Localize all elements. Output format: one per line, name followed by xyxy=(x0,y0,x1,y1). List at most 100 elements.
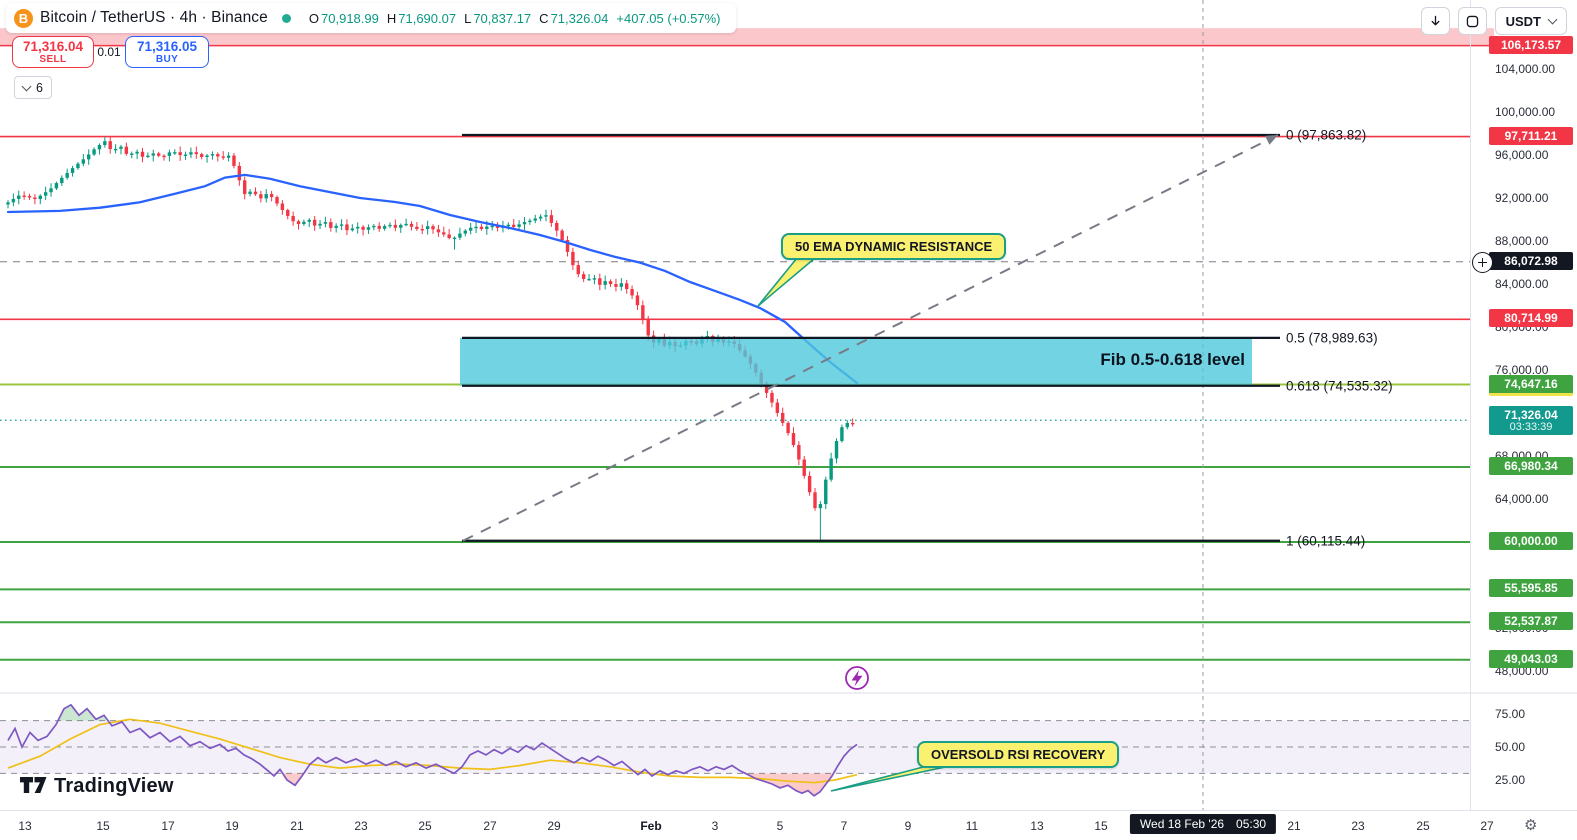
price-axis-tick: 92,000.00 xyxy=(1495,191,1549,205)
close-value: 71,326.04 xyxy=(550,10,609,26)
time-axis-tick: 11 xyxy=(965,819,979,833)
time-axis-tick: 21 xyxy=(290,819,304,833)
price-axis-tick: 88,000.00 xyxy=(1495,234,1549,248)
rsi-line xyxy=(7,703,858,797)
time-axis-tick: 13 xyxy=(1030,819,1044,833)
buy-button[interactable]: 71,316.05 BUY xyxy=(125,36,209,68)
fullscreen-icon xyxy=(1466,15,1478,27)
price-level-chip: 60,000.00 xyxy=(1489,532,1573,550)
bitcoin-logo-icon: B xyxy=(14,8,33,28)
fib-level-label: 0.618 (74,535.32) xyxy=(1286,378,1393,394)
time-axis-tick: 23 xyxy=(354,819,368,833)
time-axis-tick: 27 xyxy=(1480,819,1494,833)
high-value: 71,690.07 xyxy=(398,10,457,26)
crosshair-price-chip: 86,072.98 xyxy=(1489,251,1573,270)
currency-select[interactable]: USDT xyxy=(1494,7,1567,35)
rsi-axis-tick: 25.00 xyxy=(1495,773,1526,787)
close-label: C xyxy=(539,10,549,26)
flash-event-icon xyxy=(845,666,869,690)
time-axis-tick: Feb xyxy=(640,819,662,833)
current-price-value: 71,326.04 xyxy=(1504,408,1558,423)
rsi-callout[interactable]: OVERSOLD RSI RECOVERY xyxy=(917,741,1120,768)
object-tree-chip[interactable]: 6 xyxy=(14,76,52,99)
time-axis-tick: 21 xyxy=(1287,819,1301,833)
sell-label: SELL xyxy=(39,54,67,65)
tradingview-logo-icon xyxy=(20,777,47,793)
object-count: 6 xyxy=(36,80,43,95)
ema-callout-tail xyxy=(757,257,818,307)
time-axis-tick: 23 xyxy=(1351,819,1365,833)
price-level-chip: 52,537.87 xyxy=(1489,612,1573,631)
price-axis-tick: 76,000.00 xyxy=(1495,363,1549,377)
open-value: 70,918.99 xyxy=(321,10,379,26)
fib-level-label: 1 (60,115.44) xyxy=(1286,533,1366,549)
rsi-axis-tick: 50.00 xyxy=(1495,740,1526,754)
crosshair-date: Wed 18 Feb '26 xyxy=(1139,817,1225,831)
time-axis-tick: 15 xyxy=(1094,819,1108,833)
price-axis-tick: 64,000.00 xyxy=(1495,492,1549,506)
ema-line xyxy=(6,173,859,385)
symbol-title[interactable]: Bitcoin / TetherUS · 4h · Binance xyxy=(40,9,268,26)
price-level-chip: 74,647.16 xyxy=(1489,374,1573,396)
spread-value: 0.01 xyxy=(97,45,121,59)
buy-label: BUY xyxy=(155,54,179,65)
symbol-toolbar[interactable]: B Bitcoin / TetherUS · 4h · Binance O 70,… xyxy=(6,3,737,33)
chevron-down-icon xyxy=(21,81,32,91)
download-icon xyxy=(1431,15,1440,25)
ohlc-readout: O 70,918.99 H 71,690.07 L 70,837.17 C 71,326… xyxy=(301,11,721,26)
add-alert-plus-icon[interactable] xyxy=(1472,252,1493,273)
time-axis-tick: 29 xyxy=(547,819,561,833)
sell-price: 71,316.04 xyxy=(22,39,84,54)
tradingview-logo[interactable]: TradingView xyxy=(20,775,174,798)
gear-icon[interactable]: ⚙ xyxy=(1524,817,1538,834)
fib-zone-label[interactable]: Fib 0.5-0.618 level xyxy=(1100,350,1245,369)
price-axis-border xyxy=(1470,0,1471,810)
price-level-chip: 66,980.34 xyxy=(1489,457,1573,475)
time-axis-tick: 9 xyxy=(904,819,912,833)
change-value: +407.05 (+0.57%) xyxy=(616,10,721,26)
time-axis-tick: 17 xyxy=(161,819,175,833)
currency-value: USDT xyxy=(1505,13,1541,29)
time-axis-tick: 25 xyxy=(1416,819,1430,833)
crosshair-time-badge: Wed 18 Feb '26 05:30 xyxy=(1129,814,1277,834)
bar-countdown: 03:33:39 xyxy=(1509,421,1553,434)
time-axis-tick: 15 xyxy=(96,819,110,833)
ema-callout[interactable]: 50 EMA DYNAMIC RESISTANCE xyxy=(781,233,1007,260)
low-value: 70,837.17 xyxy=(473,10,532,26)
buy-price: 71,316.05 xyxy=(136,39,198,54)
time-axis-tick: 27 xyxy=(483,819,497,833)
chevron-down-icon xyxy=(1547,14,1558,25)
open-label: O xyxy=(308,10,320,26)
time-axis-tick: 25 xyxy=(418,819,432,833)
fullscreen-button[interactable] xyxy=(1457,7,1487,35)
time-axis[interactable]: 13 15 17 19 21 23 25 27 29 Feb 3 5 7 9 11 13 15 21 23 25 27 … xyxy=(0,810,1577,840)
market-status-dot xyxy=(281,13,291,23)
fib-level-label: 0 (97,863.82) xyxy=(1286,127,1367,143)
fib-level-label: 0.5 (78,989.63) xyxy=(1286,330,1378,346)
tradingview-logo-text: TradingView xyxy=(54,775,174,797)
price-level-chip: 97,711.21 xyxy=(1489,126,1573,145)
price-axis-tick: 96,000.00 xyxy=(1495,148,1549,162)
price-axis-tick: 100,000.00 xyxy=(1495,105,1556,119)
high-label: H xyxy=(386,10,397,26)
price-level-chip: 80,714.99 xyxy=(1489,309,1573,328)
time-axis-tick: 7 xyxy=(840,819,848,833)
time-axis-tick: 3 xyxy=(711,819,719,833)
download-button[interactable] xyxy=(1420,7,1450,35)
price-level-chip: 55,595.85 xyxy=(1489,579,1573,598)
sell-button[interactable]: 71,316.04 SELL xyxy=(12,36,94,68)
price-axis-tick: 104,000.00 xyxy=(1495,62,1556,76)
candlestick-series xyxy=(6,136,855,540)
price-axis-tick: 84,000.00 xyxy=(1495,277,1549,291)
price-level-chip: 106,173.57 xyxy=(1489,35,1573,54)
rsi-ma-line xyxy=(7,718,858,784)
current-price-chip: 71,326.04 03:33:39 xyxy=(1489,406,1573,436)
low-label: L xyxy=(464,10,472,26)
time-axis-tick: 19 xyxy=(225,819,239,833)
time-axis-tick: 13 xyxy=(18,819,32,833)
rsi-axis-tick: 75.00 xyxy=(1495,707,1526,721)
time-axis-tick: 5 xyxy=(776,819,784,833)
fib-zone xyxy=(460,337,1252,386)
